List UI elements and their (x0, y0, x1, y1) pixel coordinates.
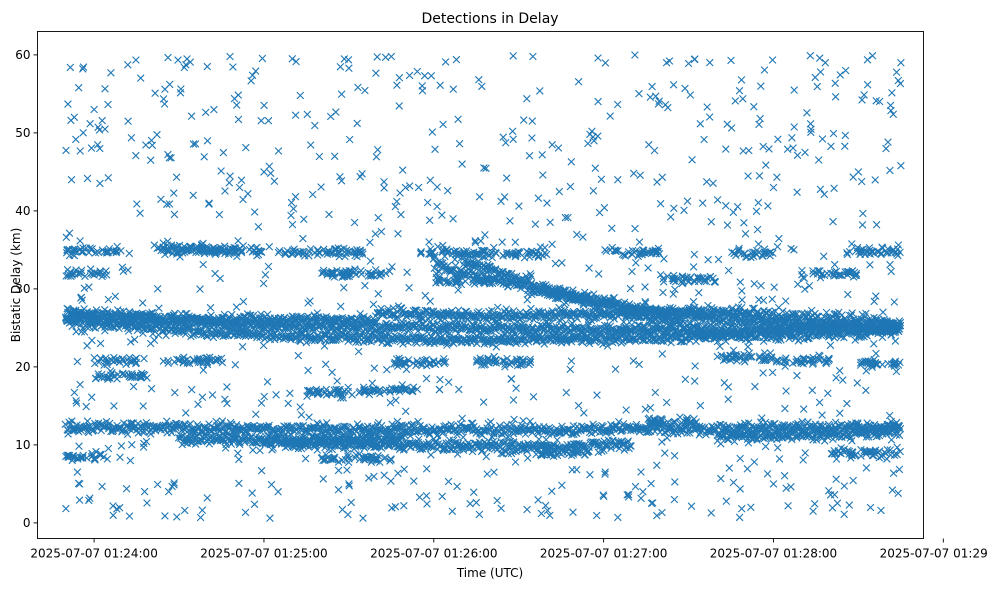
detection-marker (848, 309, 856, 317)
detection-marker (424, 324, 432, 333)
detection-marker (658, 438, 666, 446)
detection-marker (199, 326, 207, 334)
detection-marker (557, 322, 566, 330)
plot-markers (61, 51, 905, 522)
detection-marker (527, 304, 535, 313)
detection-marker (567, 321, 575, 329)
detection-marker (162, 331, 170, 340)
detection-marker (333, 335, 341, 343)
detection-marker (101, 326, 109, 335)
detection-marker (149, 329, 157, 338)
detection-marker (91, 324, 100, 332)
detection-marker (292, 335, 300, 343)
detection-marker (704, 301, 712, 310)
detection-marker (838, 311, 846, 319)
detection-marker (186, 323, 194, 332)
detection-marker (221, 331, 230, 340)
detection-marker (381, 333, 389, 342)
detection-marker (491, 326, 500, 335)
chart-title: Detections in Delay (421, 11, 558, 27)
detection-marker (534, 324, 543, 333)
detection-marker (155, 304, 163, 312)
detection-marker (459, 433, 467, 441)
detection-marker (304, 330, 313, 338)
detection-marker (273, 326, 282, 335)
detection-marker (384, 339, 393, 347)
detection-marker (535, 435, 543, 444)
